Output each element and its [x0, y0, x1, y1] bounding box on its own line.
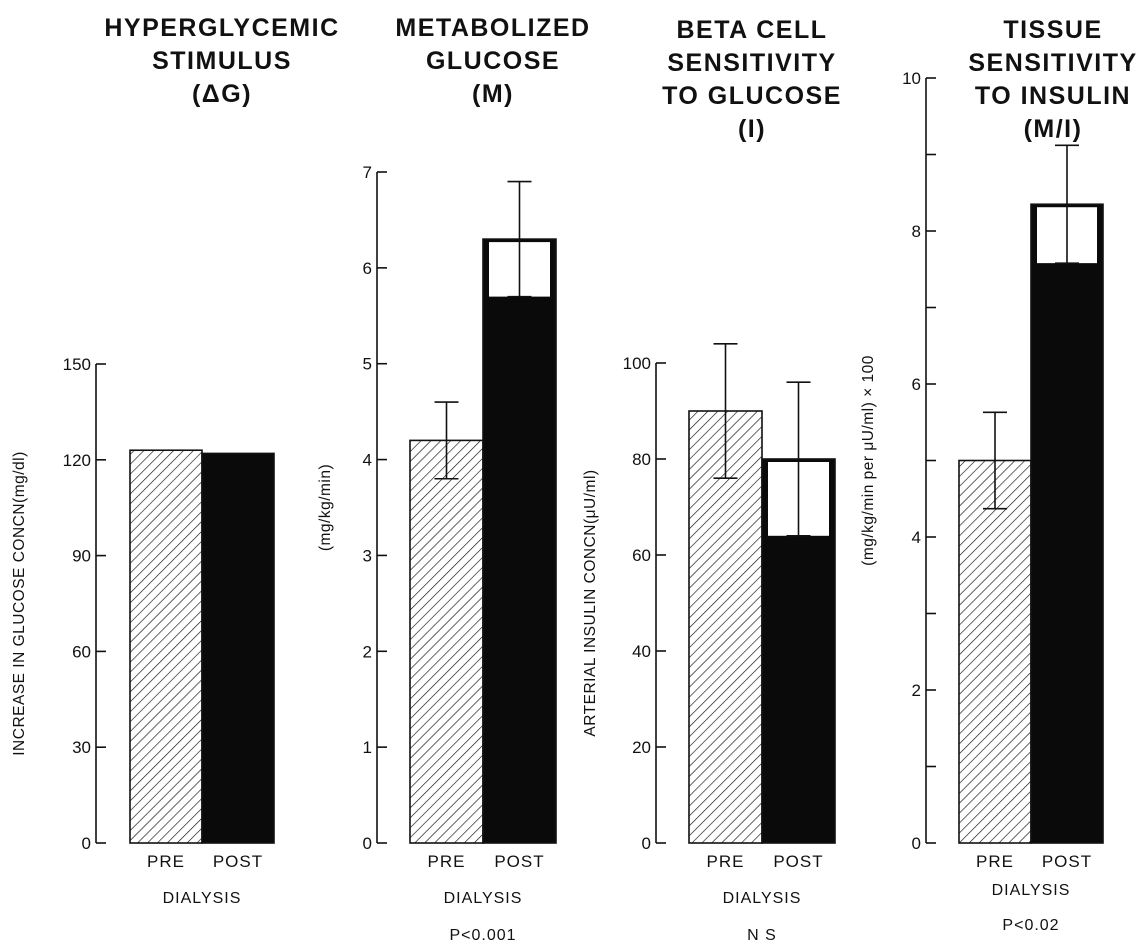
y-tick-label: 7 — [363, 163, 372, 182]
bar-pre — [958, 459, 1032, 844]
category-label: PRE — [976, 852, 1014, 871]
y-tick-label: 120 — [63, 451, 91, 470]
x-axis-label: DIALYSIS — [992, 882, 1071, 899]
category-label: PRE — [707, 852, 745, 871]
y-axis-label: (mg/kg/min) — [317, 464, 334, 551]
panel-title-line: TO INSULIN — [975, 82, 1131, 110]
panel-title: TISSUE SENSITIVITY TO INSULIN (M/I) — [968, 16, 1137, 143]
y-axis-label: (mg/kg/min per μU/ml) × 100 — [860, 355, 877, 566]
y-tick-label: 60 — [632, 546, 651, 565]
panel-title-line: (I) — [738, 115, 766, 143]
panel-title-line: SENSITIVITY — [667, 49, 836, 77]
y-tick-label: 8 — [912, 222, 921, 241]
panel-title-line: (ΔG) — [192, 80, 252, 108]
y-axis-label: INCREASE IN GLUCOSE CONCN(mg/dl) — [11, 451, 28, 756]
y-tick-label: 150 — [63, 355, 91, 374]
panel-title-line: TISSUE — [1003, 16, 1102, 44]
bar-pre — [129, 449, 203, 844]
y-tick-label: 20 — [632, 738, 651, 757]
panel-title-line: (M) — [472, 80, 514, 108]
y-axis-label: ARTERIAL INSULIN CONCN(μU/ml) — [582, 469, 599, 736]
panel-2: METABOLIZED GLUCOSE (M) 0 1 2 3 4 5 6 7 (mg/kg/min)… — [317, 14, 590, 943]
category-label: PRE — [428, 852, 466, 871]
panel-title-line: METABOLIZED — [395, 14, 590, 42]
panel-title: HYPERGLYCEMIC STIMULUS (ΔG) — [104, 14, 339, 108]
category-label: PRE — [147, 852, 185, 871]
y-tick-label: 1 — [363, 738, 372, 757]
category-label: POST — [1042, 852, 1092, 871]
bar-post — [201, 452, 275, 844]
category-label: POST — [494, 852, 544, 871]
y-tick-label: 30 — [72, 738, 91, 757]
y-tick-label: 2 — [912, 681, 921, 700]
x-axis-label: DIALYSIS — [163, 890, 242, 907]
bar-pre — [409, 439, 484, 844]
y-tick-label: 90 — [72, 547, 91, 566]
significance-note: N S — [747, 927, 777, 943]
y-tick-label: 100 — [623, 354, 651, 373]
panel-4: TISSUE SENSITIVITY TO INSULIN (M/I) 0 2 4 6 8 10 (… — [860, 16, 1137, 934]
x-axis-label: DIALYSIS — [444, 890, 523, 907]
panel-title-line: GLUCOSE — [426, 47, 560, 75]
panel-title: BETA CELL SENSITIVITY TO GLUCOSE (I) — [662, 16, 842, 143]
significance-note: P<0.02 — [1002, 917, 1059, 934]
panel-title-line: TO GLUCOSE — [662, 82, 842, 110]
y-tick-label: 0 — [642, 834, 651, 853]
panel-3: BETA CELL SENSITIVITY TO GLUCOSE (I) 0 20 40 60… — [582, 16, 842, 943]
y-tick-label: 80 — [632, 450, 651, 469]
significance-note: P<0.001 — [449, 927, 516, 943]
y-tick-label: 0 — [82, 834, 91, 853]
bar-post — [482, 238, 557, 844]
panel-title: METABOLIZED GLUCOSE (M) — [395, 14, 590, 108]
category-label: POST — [213, 852, 263, 871]
y-tick-label: 60 — [72, 642, 91, 661]
y-tick-label: 6 — [912, 375, 921, 394]
panel-title-line: SENSITIVITY — [968, 49, 1137, 77]
panel-title-line: HYPERGLYCEMIC — [104, 14, 339, 42]
category-label: POST — [773, 852, 823, 871]
y-tick-label: 40 — [632, 642, 651, 661]
bar-post — [1030, 203, 1104, 844]
y-tick-label: 2 — [363, 642, 372, 661]
x-axis-label: DIALYSIS — [723, 890, 802, 907]
y-tick-label: 5 — [363, 355, 372, 374]
panel-title-line: BETA CELL — [677, 16, 828, 44]
y-tick-label: 4 — [363, 451, 372, 470]
y-tick-label: 10 — [902, 69, 921, 88]
panel-title-line: (M/I) — [1024, 115, 1083, 143]
panel-title-line: STIMULUS — [152, 47, 292, 75]
bar-pre — [688, 410, 763, 844]
y-tick-label: 3 — [363, 546, 372, 565]
y-tick-label: 0 — [363, 834, 372, 853]
y-tick-label: 0 — [912, 834, 921, 853]
y-tick-label: 4 — [912, 528, 921, 547]
panel-1: HYPERGLYCEMIC STIMULUS (ΔG) 0 30 60 90 120 150 IN… — [11, 14, 339, 907]
y-tick-label: 6 — [363, 259, 372, 278]
